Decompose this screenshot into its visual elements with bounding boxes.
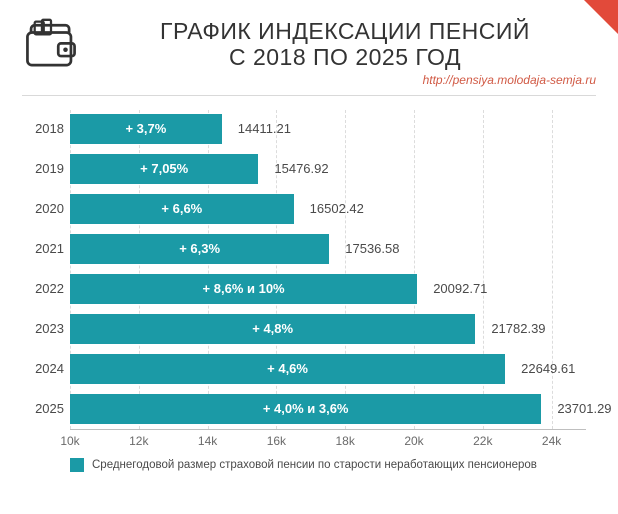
wallet-icon <box>22 18 80 76</box>
bar-row: 2021+ 6,3%17536.58 <box>70 234 586 264</box>
corner-accent <box>584 0 618 34</box>
bar-row: 2019+ 7,05%15476.92 <box>70 154 586 184</box>
plot-area: 2018+ 3,7%14411.212019+ 7,05%15476.92202… <box>70 110 586 430</box>
bar-value-label: 20092.71 <box>433 281 487 296</box>
year-label: 2019 <box>22 161 64 176</box>
bar: + 6,3%17536.58 <box>70 234 329 264</box>
bar: + 7,05%15476.92 <box>70 154 258 184</box>
bar-pct-label: + 8,6% и 10% <box>203 281 285 296</box>
x-tick-label: 12k <box>129 434 148 448</box>
title-line-2: С 2018 ПО 2025 ГОД <box>229 44 461 70</box>
bar-pct-label: + 4,6% <box>267 361 308 376</box>
legend: Среднегодовой размер страховой пенсии по… <box>70 458 596 472</box>
bar: + 4,0% и 3,6%23701.29 <box>70 394 541 424</box>
chart-title: ГРАФИК ИНДЕКСАЦИИ ПЕНСИЙ С 2018 ПО 2025 … <box>94 18 596 71</box>
bar-value-label: 15476.92 <box>274 161 328 176</box>
header: ГРАФИК ИНДЕКСАЦИИ ПЕНСИЙ С 2018 ПО 2025 … <box>22 18 596 96</box>
bar-value-label: 17536.58 <box>345 241 399 256</box>
bar-value-label: 21782.39 <box>491 321 545 336</box>
bar-pct-label: + 6,6% <box>161 201 202 216</box>
bar-pct-label: + 3,7% <box>125 121 166 136</box>
bar-pct-label: + 6,3% <box>179 241 220 256</box>
bar-row: 2023+ 4,8%21782.39 <box>70 314 586 344</box>
bar-pct-label: + 7,05% <box>140 161 188 176</box>
x-tick-label: 20k <box>404 434 423 448</box>
year-label: 2020 <box>22 201 64 216</box>
x-axis-ticks: 10k12k14k16k18k20k22k24k <box>70 430 586 452</box>
year-label: 2023 <box>22 321 64 336</box>
x-tick-label: 24k <box>542 434 561 448</box>
legend-swatch <box>70 458 84 472</box>
year-label: 2018 <box>22 121 64 136</box>
x-tick-label: 22k <box>473 434 492 448</box>
bar-row: 2022+ 8,6% и 10%20092.71 <box>70 274 586 304</box>
bar: + 6,6%16502.42 <box>70 194 294 224</box>
chart-card: ГРАФИК ИНДЕКСАЦИИ ПЕНСИЙ С 2018 ПО 2025 … <box>0 0 618 514</box>
year-label: 2025 <box>22 401 64 416</box>
bar-row: 2024+ 4,6%22649.61 <box>70 354 586 384</box>
bar: + 8,6% и 10%20092.71 <box>70 274 417 304</box>
title-line-1: ГРАФИК ИНДЕКСАЦИИ ПЕНСИЙ <box>160 18 530 44</box>
bar-value-label: 23701.29 <box>557 401 611 416</box>
bar-row: 2018+ 3,7%14411.21 <box>70 114 586 144</box>
x-tick-label: 18k <box>336 434 355 448</box>
bar-row: 2025+ 4,0% и 3,6%23701.29 <box>70 394 586 424</box>
bar: + 4,6%22649.61 <box>70 354 505 384</box>
year-label: 2024 <box>22 361 64 376</box>
bar-value-label: 14411.21 <box>238 121 291 136</box>
bar: + 4,8%21782.39 <box>70 314 475 344</box>
x-tick-label: 16k <box>267 434 286 448</box>
bar-value-label: 16502.42 <box>310 201 364 216</box>
bar-pct-label: + 4,8% <box>252 321 293 336</box>
bar-row: 2020+ 6,6%16502.42 <box>70 194 586 224</box>
bar-value-label: 22649.61 <box>521 361 575 376</box>
year-label: 2021 <box>22 241 64 256</box>
year-label: 2022 <box>22 281 64 296</box>
bar-chart: 2018+ 3,7%14411.212019+ 7,05%15476.92202… <box>22 110 596 472</box>
source-link[interactable]: http://pensiya.molodaja-semja.ru <box>94 73 596 87</box>
legend-text: Среднегодовой размер страховой пенсии по… <box>92 459 537 471</box>
bar: + 3,7%14411.21 <box>70 114 222 144</box>
x-tick-label: 14k <box>198 434 217 448</box>
title-block: ГРАФИК ИНДЕКСАЦИИ ПЕНСИЙ С 2018 ПО 2025 … <box>94 18 596 87</box>
bar-pct-label: + 4,0% и 3,6% <box>263 401 349 416</box>
x-tick-label: 10k <box>60 434 79 448</box>
